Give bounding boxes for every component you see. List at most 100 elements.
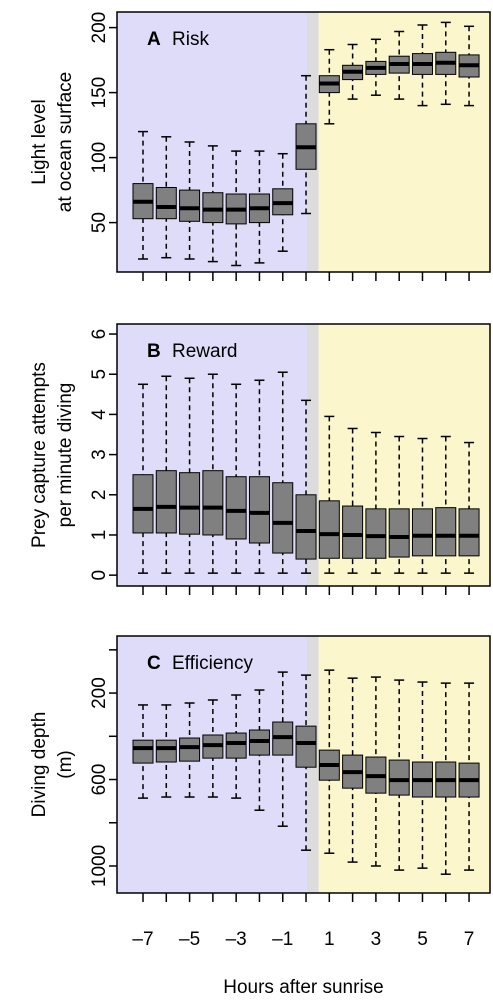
y-tick-label: 4 xyxy=(89,409,110,420)
box-group xyxy=(132,704,154,799)
box-group xyxy=(248,689,270,811)
panel-title: Risk xyxy=(172,29,209,50)
box-group xyxy=(179,141,201,260)
box xyxy=(342,505,364,559)
box-group xyxy=(272,671,294,827)
x-tick-label: –3 xyxy=(226,929,247,950)
box xyxy=(202,470,224,536)
box-group xyxy=(318,415,340,574)
box xyxy=(272,482,294,554)
box xyxy=(132,739,154,764)
box-group xyxy=(132,130,154,260)
box-group xyxy=(458,441,480,574)
box-group xyxy=(318,669,340,854)
box-group xyxy=(388,435,410,574)
plot-frame xyxy=(116,635,491,894)
night-region xyxy=(117,636,308,893)
box-group xyxy=(388,30,410,100)
x-axis-label: Hours after sunrise xyxy=(223,977,384,998)
x-tick-label: 1 xyxy=(324,929,335,950)
box xyxy=(295,725,317,768)
box-group xyxy=(365,38,387,96)
box xyxy=(295,494,317,560)
y-axis-label: per minute diving xyxy=(55,383,76,528)
y-tick-label: 200 xyxy=(89,677,110,709)
box-group xyxy=(248,150,270,264)
y-tick-label: 100 xyxy=(89,142,110,174)
box-group xyxy=(155,704,177,798)
y-axis-label: at ocean surface xyxy=(55,72,76,212)
y-axis-label: Diving depth xyxy=(29,712,50,818)
y-tick-label: 1 xyxy=(89,530,110,541)
y-tick-label: 50 xyxy=(89,212,110,233)
box-group xyxy=(435,435,457,574)
box-group xyxy=(318,48,340,125)
box-group xyxy=(365,676,387,867)
plot-frame xyxy=(116,323,491,587)
box xyxy=(318,500,340,559)
box-group xyxy=(435,682,457,875)
box-group xyxy=(342,427,364,574)
y-tick-label: 2 xyxy=(89,489,110,500)
box xyxy=(435,507,457,557)
y-tick-label: 5 xyxy=(89,369,110,380)
y-axis-label: Light level xyxy=(29,99,50,185)
box xyxy=(225,476,247,540)
box-group xyxy=(411,24,433,107)
panel-title: Efficiency xyxy=(172,653,253,674)
panel-letter: B xyxy=(147,341,161,362)
box-group xyxy=(342,43,364,100)
day-region xyxy=(318,12,490,272)
box-group xyxy=(365,431,387,574)
box xyxy=(458,508,480,557)
box-group xyxy=(202,373,224,574)
box-group xyxy=(225,383,247,574)
box-group xyxy=(435,21,457,106)
box xyxy=(248,476,270,544)
box xyxy=(225,732,247,759)
y-tick-label: 1000 xyxy=(89,845,110,887)
box-group xyxy=(225,694,247,799)
box-group xyxy=(411,437,433,574)
y-tick-label: 3 xyxy=(89,449,110,460)
x-tick-label: 7 xyxy=(464,929,475,950)
y-tick-label: 0 xyxy=(89,570,110,581)
box-group xyxy=(411,681,433,869)
box-group xyxy=(272,371,294,574)
box xyxy=(179,189,201,222)
box-group xyxy=(388,679,410,871)
box-group xyxy=(202,699,224,798)
box xyxy=(179,472,201,535)
plot-frame xyxy=(116,11,491,273)
box xyxy=(155,470,177,534)
box-group xyxy=(458,25,480,107)
x-tick-label: –7 xyxy=(132,929,153,950)
y-axis-label: Prey capture attempts xyxy=(29,362,50,548)
box-group xyxy=(458,682,480,871)
x-tick-label: 5 xyxy=(417,929,428,950)
night-region xyxy=(117,12,308,272)
box-group xyxy=(342,677,364,863)
box-group xyxy=(295,674,317,851)
box xyxy=(179,737,201,762)
box-group xyxy=(272,152,294,252)
y-tick-label: 150 xyxy=(89,77,110,109)
box xyxy=(411,508,433,557)
box xyxy=(388,508,410,558)
panel-letter: A xyxy=(147,29,161,50)
box-group xyxy=(295,74,317,215)
box xyxy=(155,187,177,220)
box-group xyxy=(155,375,177,574)
panel-title: Reward xyxy=(172,341,237,362)
twilight-region xyxy=(307,324,319,586)
box-group xyxy=(295,399,317,574)
box xyxy=(132,474,154,534)
y-tick-label: 6 xyxy=(89,329,110,340)
box-group xyxy=(248,379,270,574)
box-group xyxy=(179,702,201,798)
box-group xyxy=(202,145,224,263)
box xyxy=(365,508,387,559)
box-group xyxy=(132,383,154,574)
box xyxy=(155,739,177,763)
